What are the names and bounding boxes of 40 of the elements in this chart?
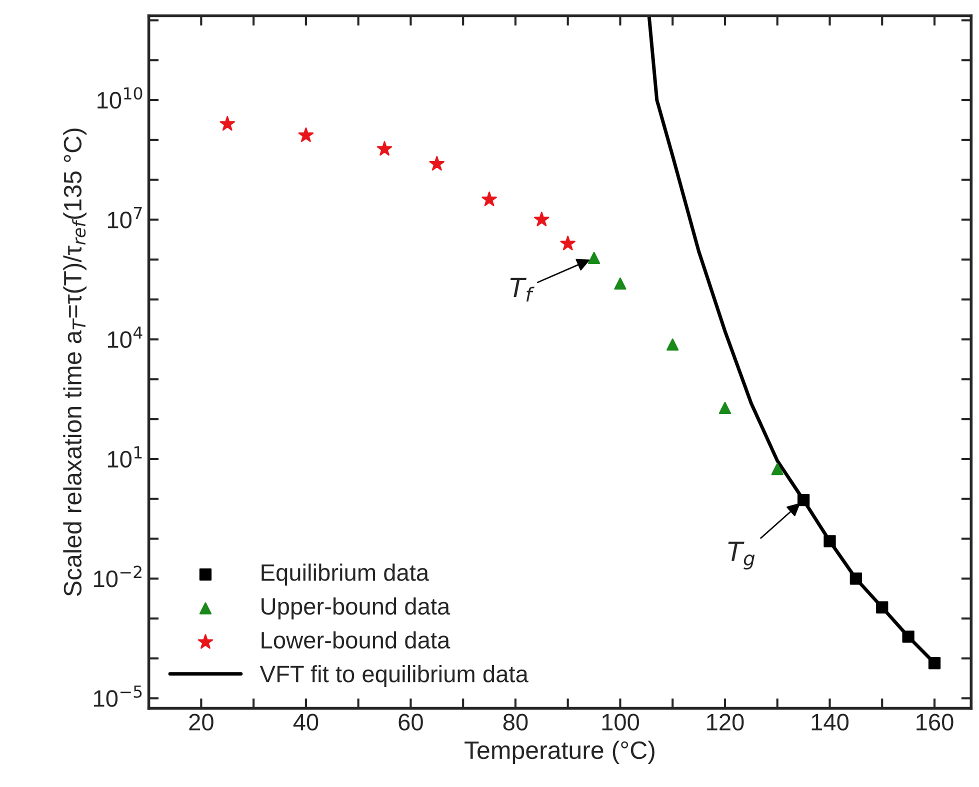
legend-label: Equilibrium data [262, 564, 430, 586]
x-tick-label: 140 [812, 714, 849, 731]
y-tick-label: 10$^{4}$ [108, 326, 142, 348]
annotation: T$_{g}$ [728, 542, 755, 570]
point [298, 127, 314, 142]
x-tick-label: 160 [916, 714, 954, 731]
point [902, 630, 914, 643]
point [482, 192, 497, 206]
y-axis-title: Scaled relaxation time a$_{T}$=τ(T)/τ$_{ref}$(135 °C) [63, 128, 86, 596]
y-tick-label: 10$^{10}$ [98, 87, 142, 109]
point [220, 116, 235, 131]
point [560, 236, 576, 250]
legend-label: Lower-bound data [262, 631, 450, 649]
point [666, 338, 679, 351]
annotation: T$_{f}$ [510, 278, 534, 302]
point [429, 156, 445, 171]
point [588, 252, 600, 264]
point [376, 141, 392, 156]
point [614, 278, 626, 290]
point [824, 535, 836, 548]
point [771, 462, 784, 476]
legend-label: Upper-bound data [262, 597, 450, 620]
point [534, 212, 550, 226]
x-tick-label: 100 [602, 714, 639, 731]
y-tick-label: 10$^{7}$ [108, 206, 142, 228]
x-tick-label: 20 [189, 714, 214, 731]
x-axis-title: Temperature (°C) [464, 740, 654, 764]
y-tick-label: 10$^{1}$ [108, 446, 142, 468]
legend-label: VFT fit to equilibrium data [260, 665, 528, 688]
y-tick-label: 10$^{−2}$ [94, 566, 142, 588]
y-tick-label: 10$^{−5}$ [94, 686, 142, 707]
point [928, 657, 941, 670]
x-tick-label: 120 [707, 714, 744, 731]
point [718, 402, 732, 414]
point [876, 601, 888, 614]
x-tick-label: 80 [503, 714, 528, 731]
point [850, 572, 862, 585]
point [797, 494, 810, 506]
x-tick-label: 60 [398, 714, 423, 731]
x-tick-label: 40 [293, 714, 318, 731]
